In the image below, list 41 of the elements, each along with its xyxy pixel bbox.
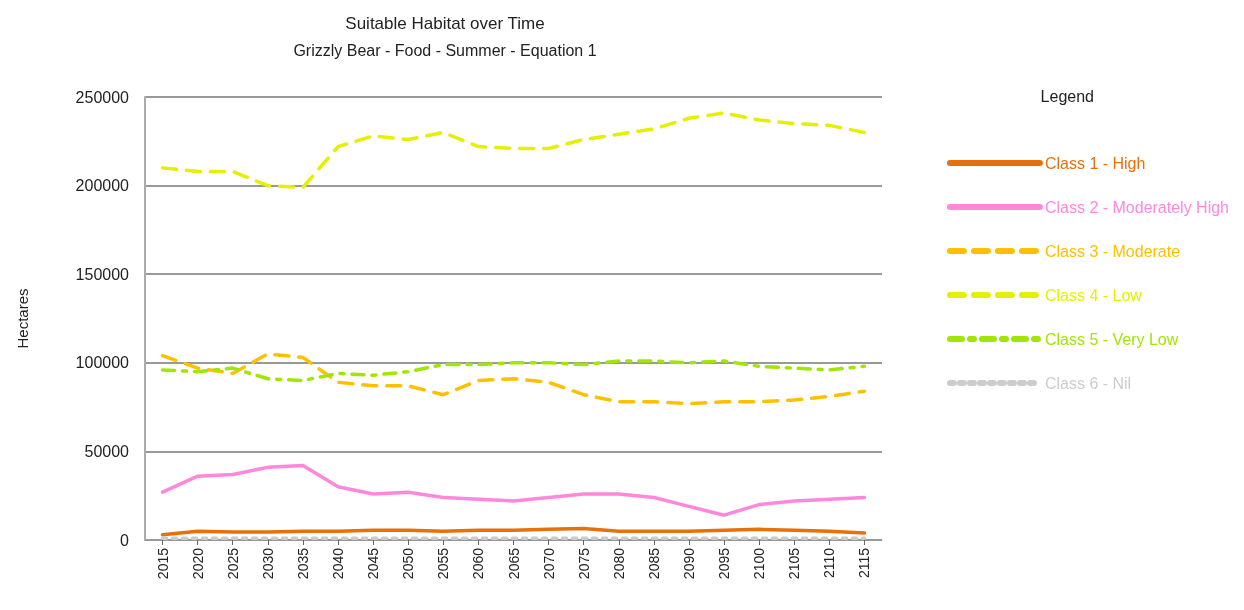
chart-subtitle: Grizzly Bear - Food - Summer - Equation 1	[293, 41, 597, 59]
y-tick-label: 100000	[75, 354, 130, 372]
x-tick-label: 2030	[259, 547, 276, 580]
text: Class 4 - Low	[1044, 286, 1143, 304]
line-series	[160, 359, 867, 383]
x-tick-label: 2080	[610, 547, 627, 580]
x-tick-label: 2110	[821, 547, 838, 579]
line-series	[160, 111, 867, 190]
x-tick-label: 2055	[435, 547, 452, 580]
x-tick-label: 2025	[224, 547, 241, 580]
x-tick-label: 2045	[365, 547, 382, 580]
y-tick-label: 0	[120, 531, 130, 549]
legend-title: Legend	[1040, 87, 1094, 105]
line-series	[160, 526, 867, 537]
y-tick-label: 50000	[84, 442, 130, 460]
x-tick-label: 2015	[154, 547, 171, 580]
x-tick-label: 2070	[540, 547, 557, 580]
text: Class 2 - Moderately High	[1044, 198, 1230, 216]
y-tick-label: 150000	[75, 265, 130, 283]
x-tick-label: 2115	[856, 547, 873, 579]
text: Class 1 - High	[1044, 154, 1146, 172]
x-tick-label: 2100	[751, 547, 768, 580]
y-axis-title: Hectares	[14, 288, 31, 349]
x-tick-label: 2040	[330, 547, 347, 580]
line-series	[160, 352, 867, 406]
x-tick-label: 2105	[786, 547, 803, 580]
line-series	[160, 463, 867, 517]
text: Class 3 - Moderate	[1044, 242, 1181, 260]
y-tick-label: 250000	[75, 88, 130, 106]
x-tick-label: 2065	[505, 547, 522, 580]
x-tick-label: 2085	[645, 547, 662, 580]
x-tick-label: 2035	[294, 547, 311, 580]
text: Class 5 - Very Low	[1044, 330, 1179, 348]
x-tick-label: 2050	[400, 547, 417, 580]
y-tick-label: 200000	[75, 177, 130, 195]
chart-title: Suitable Habitat over Time	[345, 14, 545, 33]
x-tick-label: 2095	[716, 547, 733, 580]
x-tick-label: 2020	[189, 547, 206, 580]
x-tick-label: 2075	[575, 547, 592, 580]
x-tick-label: 2090	[680, 547, 697, 580]
x-tick-label: 2060	[470, 547, 487, 580]
